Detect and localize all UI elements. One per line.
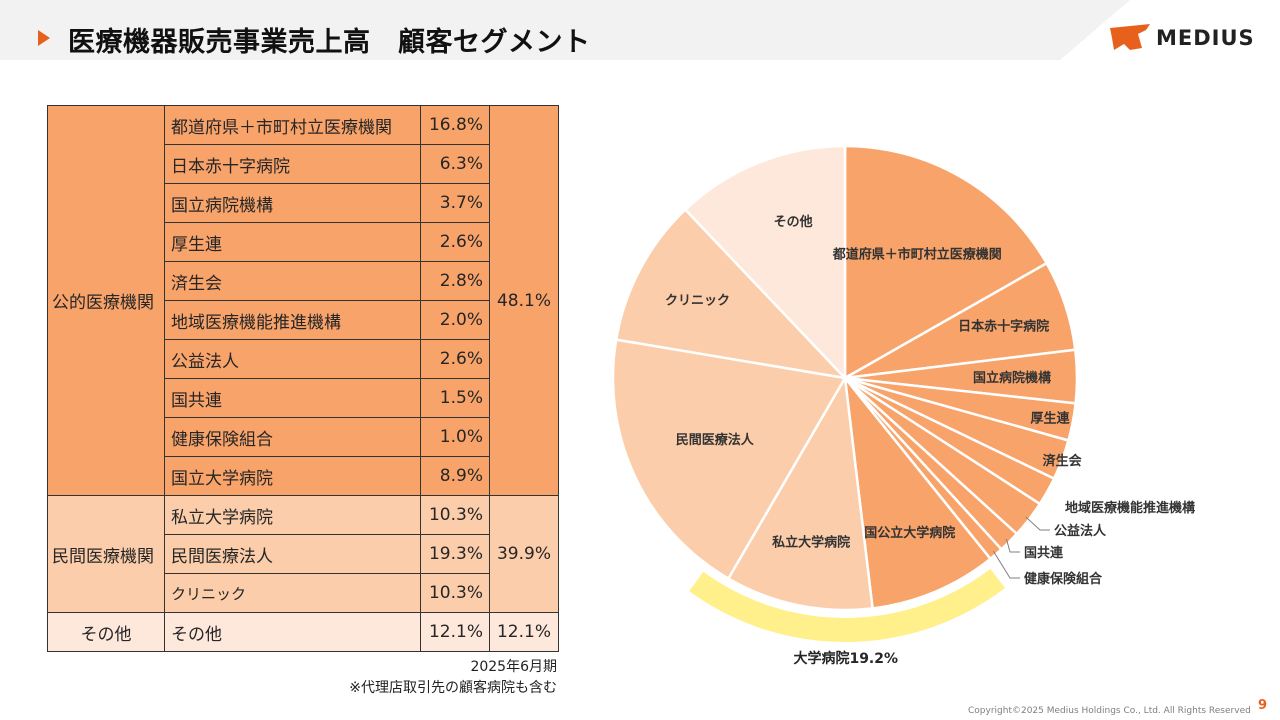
row-name: 私立大学病院	[164, 495, 421, 535]
page-number: 9	[1258, 698, 1268, 713]
row-value: 6.3%	[420, 144, 490, 184]
row-name: 地域医療機能推進機構	[164, 300, 421, 340]
leader-line	[992, 550, 1020, 579]
table-row: 公的医療機関 都道府県＋市町村立医療機関 16.8% 48.1%	[47, 105, 559, 496]
slice-label: 国立病院機構	[973, 370, 1051, 386]
row-name: 日本赤十字病院	[164, 144, 421, 184]
pie-slice	[843, 376, 992, 610]
pie-slice	[611, 338, 847, 580]
row-name: クリニック	[164, 573, 421, 613]
row-value: 12.1%	[420, 612, 490, 652]
row-value: 1.0%	[420, 417, 490, 457]
copyright: Copyright©2025 Medius Holdings Co., Ltd.…	[968, 706, 1251, 716]
row-name: その他	[164, 612, 421, 652]
segment-table: 公的医療機関 都道府県＋市町村立医療機関 16.8% 48.1% 日本赤十字病院…	[47, 105, 559, 652]
row-name: 都道府県＋市町村立医療機関	[164, 105, 421, 145]
row-value: 10.3%	[420, 495, 490, 535]
row-name: 済生会	[164, 261, 421, 301]
pie-slice	[727, 376, 874, 612]
leader-line	[1005, 538, 1020, 553]
slice-label: 国共連	[1024, 545, 1064, 561]
row-value: 3.7%	[420, 183, 490, 223]
title-arrow-icon	[38, 30, 50, 46]
table-row: その他 その他 12.1% 12.1%	[47, 612, 559, 652]
logo-text: MEDIUS	[1156, 26, 1255, 50]
row-name: 公益法人	[164, 339, 421, 379]
slice-label: 地域医療機能推進機構	[1065, 500, 1195, 516]
group-total-public: 48.1%	[489, 105, 559, 496]
row-value: 16.8%	[420, 105, 490, 145]
table-row: 民間医療機関 私立大学病院 10.3% 39.9%	[47, 495, 559, 613]
group-label-public: 公的医療機関	[47, 105, 165, 496]
medius-logo: MEDIUS	[1108, 24, 1258, 54]
slice-label: クリニック	[665, 294, 730, 309]
slice-label: 国公立大学病院	[864, 525, 955, 541]
highlight-label: 大学病院19.2%	[793, 650, 898, 667]
row-name: 民間医療法人	[164, 534, 421, 574]
slice-label: その他	[774, 214, 813, 230]
pie-slice	[684, 144, 847, 380]
row-name: 国立病院機構	[164, 183, 421, 223]
group-total-other: 12.1%	[489, 612, 559, 652]
row-value: 19.3%	[420, 534, 490, 574]
row-value: 2.6%	[420, 222, 490, 262]
slice-label: 民間医療法人	[676, 432, 755, 448]
table-row: 民間医療法人 19.3%	[47, 534, 559, 574]
slice-label: 日本赤十字病院	[958, 318, 1049, 334]
slice-label: 厚生連	[1030, 411, 1070, 427]
row-name: 健康保険組合	[164, 417, 421, 457]
logo-mark-icon	[1110, 24, 1150, 50]
leader-line	[1025, 516, 1050, 531]
row-value: 2.6%	[420, 339, 490, 379]
slice-label: 私立大学病院	[772, 535, 850, 551]
slice-label: 都道府県＋市町村立医療機関	[832, 247, 1002, 263]
row-value: 2.0%	[420, 300, 490, 340]
group-label-private: 民間医療機関	[47, 495, 165, 613]
slice-label: 健康保険組合	[1024, 571, 1103, 587]
pie-slice	[614, 208, 847, 380]
row-value: 8.9%	[420, 456, 490, 496]
header-band	[0, 0, 1280, 60]
slice-label: 公益法人	[1054, 523, 1107, 539]
row-value: 2.8%	[420, 261, 490, 301]
row-value: 10.3%	[420, 573, 490, 613]
group-label-other: その他	[47, 612, 165, 652]
pie-slice	[843, 144, 1048, 380]
highlight-band	[689, 568, 1005, 642]
row-name: 厚生連	[164, 222, 421, 262]
page-title: 医療機器販売事業売上高 顧客セグメント	[68, 27, 591, 58]
note-date: 2025年6月期	[470, 659, 557, 675]
group-total-private: 39.9%	[489, 495, 559, 613]
slice-label: 済生会	[1043, 453, 1083, 469]
note-footnote: ※代理店取引先の顧客病院も含む	[349, 680, 557, 696]
